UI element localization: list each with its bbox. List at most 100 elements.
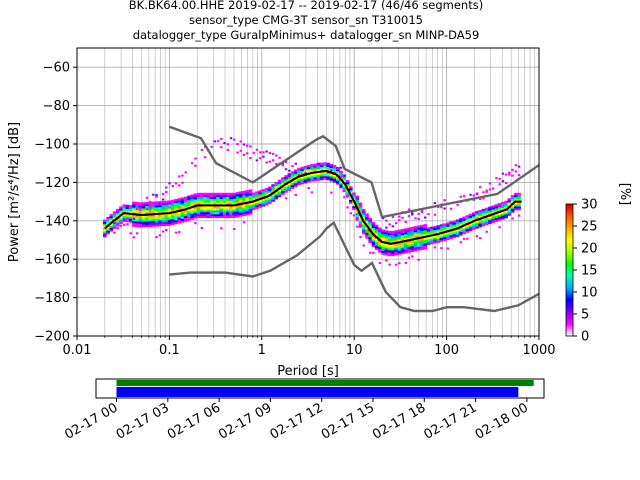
heatmap-cell	[313, 178, 317, 182]
heatmap-cell	[293, 171, 298, 174]
heatmap-cell	[193, 210, 198, 213]
heatmap-cell	[274, 181, 279, 185]
heatmap-cell	[236, 143, 239, 146]
heatmap-cell	[300, 168, 305, 171]
heatmap-cell	[511, 217, 514, 220]
heatmap-cell	[138, 221, 143, 224]
heatmap-cell	[167, 208, 172, 211]
heatmap-cell	[226, 215, 230, 219]
heatmap-cell	[323, 173, 327, 177]
heatmap-cell	[365, 232, 369, 235]
heatmap-cell	[416, 238, 421, 242]
heatmap-cell	[154, 218, 159, 221]
colorbar-tick-label: 5	[581, 308, 589, 323]
heatmap-cell	[174, 214, 178, 217]
heatmap-cell	[358, 204, 363, 207]
heatmap-cell	[154, 210, 159, 214]
heatmap-cell	[316, 168, 321, 172]
heatmap-cell	[191, 162, 194, 165]
heatmap-cell	[413, 239, 418, 242]
heatmap-cell	[281, 164, 285, 167]
heatmap-cell	[248, 197, 253, 200]
heatmap-cell	[180, 210, 185, 214]
heatmap-cell	[517, 194, 521, 197]
heatmap-cell	[433, 226, 437, 229]
heatmap-cell	[374, 245, 379, 249]
heatmap-cell	[420, 230, 424, 233]
heatmap-cell	[426, 233, 431, 236]
heatmap-cell	[206, 215, 211, 219]
heatmap-cell	[465, 220, 470, 224]
heatmap-cell	[313, 177, 317, 180]
heatmap-cell	[365, 230, 369, 233]
heatmap-cell	[262, 151, 265, 154]
heatmap-cell	[423, 243, 428, 246]
heatmap-cell	[394, 243, 398, 246]
heatmap-cell	[413, 231, 418, 235]
heatmap-cell	[151, 207, 156, 210]
heatmap-cell	[433, 231, 437, 234]
heatmap-cell	[371, 231, 376, 234]
heatmap-cell	[148, 215, 152, 218]
heatmap-cell	[361, 230, 366, 233]
heatmap-cell	[510, 210, 515, 213]
heatmap-cell	[170, 222, 175, 225]
heatmap-cell	[484, 221, 489, 224]
heatmap-cell	[219, 202, 224, 205]
heatmap-cell	[329, 173, 334, 176]
heatmap-cell	[504, 206, 508, 209]
heatmap-cell	[164, 216, 169, 219]
heatmap-cell	[264, 201, 269, 204]
heatmap-cell	[213, 210, 217, 213]
heatmap-cell	[132, 215, 136, 218]
heatmap-cell	[274, 187, 279, 190]
heatmap-cell	[161, 218, 165, 221]
heatmap-cell	[491, 211, 495, 214]
heatmap-cell	[265, 150, 268, 153]
heatmap-cell	[420, 244, 424, 247]
heatmap-cell	[158, 203, 162, 206]
heatmap-cell	[468, 229, 473, 232]
heatmap-cell	[274, 197, 279, 200]
heatmap-cell	[329, 167, 334, 170]
heatmap-cell	[433, 239, 437, 242]
heatmap-cell	[381, 237, 385, 240]
heatmap-cell	[411, 213, 414, 216]
heatmap-cell	[310, 167, 314, 171]
heatmap-cell	[378, 235, 382, 238]
heatmap-cell	[297, 171, 301, 174]
heatmap-cell	[177, 211, 182, 214]
heatmap-cell	[235, 194, 240, 197]
heatmap-cell	[167, 202, 172, 205]
heatmap-cell	[148, 201, 152, 205]
y-tick-label: −80	[43, 99, 70, 114]
heatmap-cell	[514, 164, 518, 167]
heatmap-cell	[294, 162, 297, 165]
heatmap-cell	[141, 209, 146, 213]
heatmap-cell	[284, 180, 288, 184]
heatmap-cell	[413, 226, 418, 229]
heatmap-cell	[242, 213, 246, 217]
heatmap-cell	[342, 185, 347, 189]
heatmap-cell	[119, 208, 123, 211]
heatmap-cell	[316, 176, 321, 179]
heatmap-cell	[229, 208, 233, 211]
heatmap-cell	[371, 229, 376, 232]
y-tick-label: −200	[34, 330, 70, 345]
heatmap-cell	[433, 202, 437, 205]
heatmap-cell	[326, 162, 330, 165]
heatmap-cell	[222, 210, 227, 213]
heatmap-cell	[423, 245, 428, 248]
heatmap-cell	[128, 208, 133, 212]
heatmap-cell	[187, 205, 191, 208]
heatmap-cell	[145, 203, 149, 207]
heatmap-cell	[404, 228, 408, 231]
heatmap-cell	[115, 212, 120, 215]
heatmap-cell	[316, 178, 321, 181]
heatmap-cell	[459, 231, 463, 234]
heatmap-cell	[465, 219, 470, 222]
heatmap-cell	[336, 182, 340, 185]
heatmap-cell	[284, 177, 288, 180]
heatmap-cell	[119, 221, 123, 224]
heatmap-cell	[135, 221, 139, 224]
